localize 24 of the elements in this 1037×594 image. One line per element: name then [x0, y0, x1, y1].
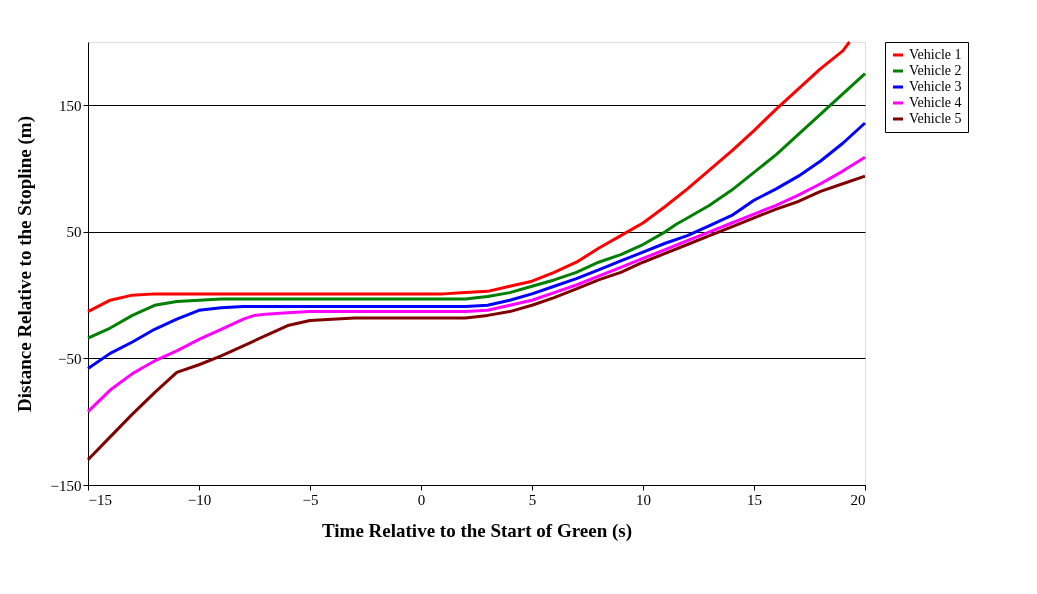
- legend-label: Vehicle 3: [909, 79, 962, 94]
- legend-label: Vehicle 2: [909, 63, 962, 78]
- line-series: [86, 155, 867, 414]
- x-tick-label: −15: [88, 491, 112, 508]
- x-tick-label: 20: [850, 491, 866, 508]
- y-axis-title: Distance Relative to the Stopline (m): [13, 115, 36, 413]
- legend-label: Vehicle 5: [909, 111, 962, 126]
- line-series: [86, 121, 867, 371]
- x-axis-title: Time Relative to the Start of Green (s): [321, 519, 633, 542]
- x-tick-label: 5: [528, 491, 537, 508]
- legend-label: Vehicle 1: [909, 47, 962, 62]
- x-tick-label: 10: [636, 491, 651, 508]
- legend-label: Vehicle 4: [909, 95, 962, 110]
- x-tick-label: −5: [302, 491, 319, 508]
- line-series: [86, 40, 851, 314]
- line-series: [86, 72, 867, 340]
- y-tick-label: 50: [66, 224, 82, 241]
- x-tick-label: 15: [747, 491, 762, 508]
- line-series: [86, 174, 867, 462]
- x-tick-label: 0: [417, 491, 426, 508]
- y-tick-label: −50: [58, 350, 82, 367]
- y-tick-label: 150: [59, 97, 82, 114]
- x-tick-label: −10: [187, 491, 212, 508]
- y-tick-label: −150: [50, 477, 82, 494]
